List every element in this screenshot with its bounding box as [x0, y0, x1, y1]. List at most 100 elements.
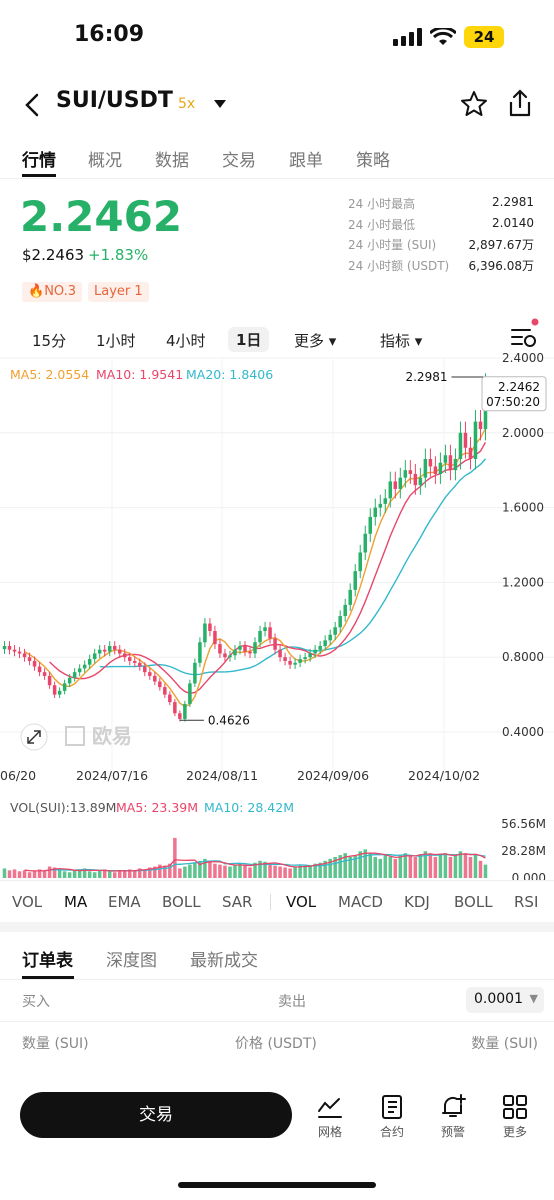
candle-body [37, 666, 42, 673]
tab-orderbook[interactable]: 订单表 [22, 951, 73, 971]
candle-body [238, 645, 242, 650]
volume-bar [438, 855, 443, 878]
candle-body [288, 660, 292, 665]
interval-more[interactable]: 更多 ▾ [294, 332, 337, 350]
volume-bar [37, 869, 42, 878]
volume-bar [358, 851, 362, 878]
grid-button[interactable]: 网格 [300, 1094, 360, 1140]
candle-body [213, 631, 217, 645]
candle-body [158, 681, 162, 688]
volume-bar [97, 870, 102, 878]
volume-bar [122, 871, 127, 878]
ma10-legend: MA10: 1.9541 [96, 367, 184, 382]
ma20-line [99, 458, 487, 676]
x-tick: 2024/07/16 [76, 768, 149, 783]
candle-body [438, 462, 443, 474]
volume-bar [308, 865, 312, 878]
y-tick-label: 0.8000 [502, 650, 544, 664]
category-badge[interactable]: Layer 1 [88, 282, 149, 302]
contract-icon [382, 1095, 402, 1119]
volume-bar [353, 855, 357, 878]
indicator-sar[interactable]: SAR [222, 893, 253, 911]
volume-bar [258, 860, 262, 878]
expand-arrow [27, 730, 41, 744]
indicator-menu[interactable]: 指标 ▾ [380, 332, 423, 350]
indicator-boll[interactable]: BOLL [162, 893, 201, 911]
candle-body [57, 690, 62, 695]
high-label: 2.2981 [405, 370, 447, 384]
volume-bar [473, 855, 478, 878]
volume-chart[interactable]: 56.56M 28.28M 0.000 [0, 794, 554, 880]
stat-value: 2.2981 [492, 195, 534, 209]
more-button[interactable]: 更多 [485, 1094, 545, 1140]
tab-data[interactable]: 数据 [155, 151, 189, 171]
contract-button[interactable]: 合约 [362, 1094, 422, 1140]
candle-body [82, 664, 87, 669]
divider [0, 979, 554, 980]
stat-label: 24 小时额 (USDT) [348, 259, 450, 273]
tab-copy[interactable]: 跟单 [289, 151, 323, 171]
back-icon[interactable] [22, 92, 42, 118]
candle-body [22, 653, 27, 658]
candle-body [17, 651, 22, 654]
interval-15m[interactable]: 15分 [32, 332, 67, 350]
tab-trade[interactable]: 交易 [222, 151, 256, 171]
candle-body [418, 477, 423, 486]
tab-market[interactable]: 行情 [22, 151, 56, 171]
divider [0, 1021, 554, 1022]
indicator-kdj[interactable]: KDJ [404, 893, 430, 911]
volume-bar [203, 858, 207, 878]
tab-overview[interactable]: 概况 [88, 151, 122, 171]
tab-strategy[interactable]: 策略 [356, 151, 390, 171]
candle-body [388, 481, 393, 499]
rank-badge[interactable]: 🔥NO.3 [22, 282, 83, 302]
caret-down-icon: ▾ [328, 332, 337, 350]
star-icon[interactable] [460, 90, 488, 118]
chart-settings-icon[interactable] [508, 318, 542, 350]
ma20-legend: MA20: 1.8406 [186, 367, 274, 382]
indicator-macd[interactable]: MACD [338, 893, 383, 911]
candlestick-chart[interactable]: 2.4000 2.0000 1.6000 1.2000 0.8000 0.4000 2.29… [0, 352, 554, 792]
indicator-vol[interactable]: VOL [12, 893, 43, 911]
volume-bar [348, 856, 352, 878]
indicator-sub-boll[interactable]: BOLL [454, 893, 493, 911]
candle-body [178, 713, 182, 719]
volume-bar [338, 855, 342, 878]
volume-bar [163, 865, 167, 878]
tab-depth[interactable]: 深度图 [106, 951, 157, 971]
indicator-ma[interactable]: MA [64, 893, 88, 911]
candle-body [348, 589, 352, 605]
volume-bar [408, 855, 413, 878]
candle-body [47, 675, 52, 686]
candle-body [228, 655, 232, 658]
vol-ma5-legend: MA5: 23.39M [116, 800, 199, 815]
precision-select[interactable]: 0.0001 ▼ [466, 987, 544, 1013]
alert-button[interactable]: 预警 [423, 1094, 483, 1140]
pair-dropdown-icon[interactable] [212, 98, 228, 110]
vol-axis-label: 0.000 [512, 871, 546, 880]
volume-bar [22, 870, 27, 878]
interval-1d[interactable]: 1日 [228, 327, 270, 352]
apps-grid-icon [503, 1095, 527, 1119]
pair-title[interactable]: SUI/USDT [56, 88, 173, 113]
interval-4h[interactable]: 4小时 [166, 332, 206, 350]
share-icon[interactable] [506, 88, 534, 118]
interval-1h[interactable]: 1小时 [96, 332, 136, 350]
vol-axis-label: 28.28M [501, 844, 546, 858]
volume-bar [138, 868, 142, 878]
candle-body [283, 657, 287, 661]
volume-bar [208, 861, 212, 878]
tab-latest-trades[interactable]: 最新成交 [190, 951, 258, 971]
candle-body [163, 687, 167, 695]
volume-bar [7, 870, 12, 878]
indicator-sub-vol[interactable]: VOL [286, 893, 317, 911]
volume-bar [62, 871, 67, 878]
indicator-ema[interactable]: EMA [108, 893, 141, 911]
watermark: 欧易 [92, 724, 132, 748]
tab-underline [22, 976, 74, 979]
indicator-rsi[interactable]: RSI [514, 893, 539, 911]
volume-bar [107, 871, 112, 878]
volume-bar [428, 853, 433, 878]
volume-bar [148, 867, 152, 878]
trade-button[interactable]: 交易 [20, 1092, 292, 1138]
